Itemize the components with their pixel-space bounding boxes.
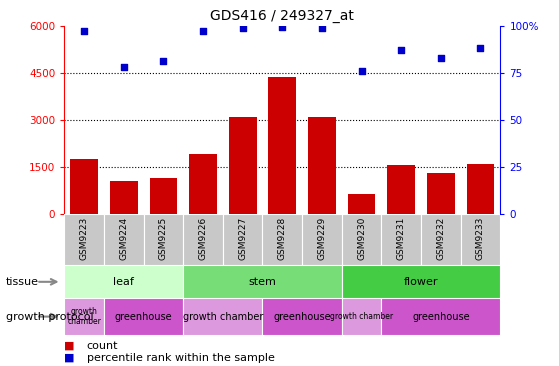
Text: ■: ■ <box>64 341 75 351</box>
Bar <box>110 181 138 214</box>
Bar <box>467 164 494 214</box>
Text: growth protocol: growth protocol <box>6 311 93 322</box>
Text: GSM9232: GSM9232 <box>437 217 446 260</box>
Bar <box>348 194 376 214</box>
Bar <box>64 214 104 265</box>
Bar <box>70 159 98 214</box>
Bar <box>381 298 500 335</box>
Bar <box>342 298 381 335</box>
Point <box>119 64 128 70</box>
Text: GSM9226: GSM9226 <box>198 217 207 260</box>
Bar <box>183 298 263 335</box>
Text: leaf: leaf <box>113 277 134 287</box>
Bar <box>381 214 421 265</box>
Point <box>476 45 485 51</box>
Text: GSM9225: GSM9225 <box>159 217 168 260</box>
Bar <box>427 173 454 214</box>
Text: GSM9233: GSM9233 <box>476 217 485 260</box>
Bar <box>223 214 263 265</box>
Point <box>198 28 207 34</box>
Text: percentile rank within the sample: percentile rank within the sample <box>87 353 274 363</box>
Text: GSM9230: GSM9230 <box>357 217 366 260</box>
Text: greenhouse: greenhouse <box>115 311 172 322</box>
Bar <box>183 265 342 298</box>
Bar <box>229 117 257 214</box>
Bar <box>183 214 223 265</box>
Text: GSM9223: GSM9223 <box>79 217 89 260</box>
Text: GSM9229: GSM9229 <box>318 217 326 260</box>
Bar <box>104 214 144 265</box>
Bar <box>268 78 296 214</box>
Bar <box>263 214 302 265</box>
Point <box>318 25 326 30</box>
Bar <box>421 214 461 265</box>
Bar <box>308 117 336 214</box>
Bar <box>104 298 183 335</box>
Text: GSM9228: GSM9228 <box>278 217 287 260</box>
Point <box>357 68 366 74</box>
Text: GSM9224: GSM9224 <box>119 217 128 260</box>
Point <box>278 24 287 30</box>
Point <box>397 47 406 53</box>
Title: GDS416 / 249327_at: GDS416 / 249327_at <box>210 9 354 23</box>
Text: GSM9231: GSM9231 <box>397 217 406 260</box>
Text: GSM9227: GSM9227 <box>238 217 247 260</box>
Bar <box>64 298 104 335</box>
Bar <box>263 298 342 335</box>
Bar <box>387 165 415 214</box>
Bar <box>189 154 217 214</box>
Bar <box>342 214 381 265</box>
Bar <box>149 178 177 214</box>
Text: greenhouse: greenhouse <box>412 311 470 322</box>
Text: stem: stem <box>249 277 276 287</box>
Point <box>79 28 88 34</box>
Text: growth chamber: growth chamber <box>183 311 263 322</box>
Text: greenhouse: greenhouse <box>273 311 331 322</box>
Bar <box>302 214 342 265</box>
Bar <box>461 214 500 265</box>
Text: growth
chamber: growth chamber <box>67 307 101 326</box>
Point <box>159 59 168 64</box>
Point <box>238 25 247 30</box>
Text: count: count <box>87 341 118 351</box>
Text: flower: flower <box>404 277 438 287</box>
Bar <box>64 265 183 298</box>
Bar <box>144 214 183 265</box>
Bar <box>342 265 500 298</box>
Text: tissue: tissue <box>6 277 39 287</box>
Text: ■: ■ <box>64 353 75 363</box>
Text: growth chamber: growth chamber <box>330 312 393 321</box>
Point <box>437 55 446 61</box>
